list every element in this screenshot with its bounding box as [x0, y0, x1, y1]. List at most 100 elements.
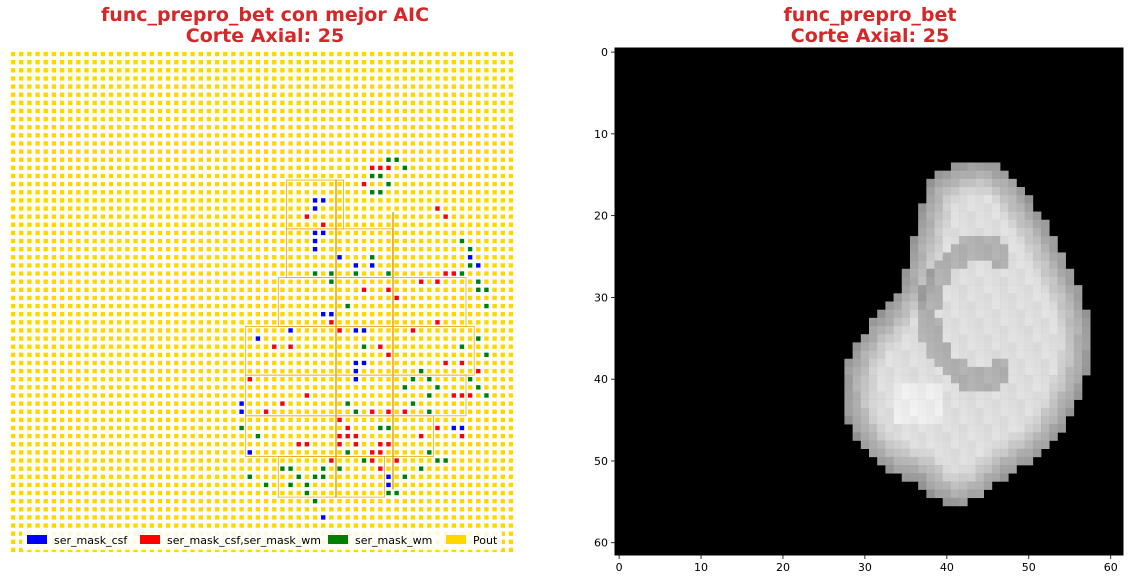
voxel [27, 295, 32, 301]
voxel [508, 547, 514, 553]
voxel [198, 108, 203, 114]
voxel [59, 214, 65, 219]
voxel [378, 311, 383, 317]
voxel [84, 303, 89, 309]
voxel [92, 84, 97, 89]
voxel [304, 368, 310, 374]
voxel [198, 279, 203, 284]
voxel [76, 108, 81, 114]
voxel [321, 368, 326, 374]
voxel [329, 515, 334, 520]
voxel [68, 377, 73, 382]
voxel [100, 442, 106, 447]
voxel [467, 523, 473, 528]
voxel [288, 344, 293, 349]
voxel [353, 507, 359, 512]
voxel [27, 393, 32, 398]
voxel [394, 108, 399, 114]
voxel [427, 433, 432, 439]
voxel [369, 59, 375, 65]
voxel [427, 116, 432, 122]
brain-pixel [918, 407, 927, 417]
voxel [214, 165, 220, 171]
voxel [492, 255, 497, 260]
brain-pixel [1016, 268, 1025, 278]
voxel [353, 328, 359, 333]
voxel [68, 165, 73, 171]
voxel [435, 328, 440, 333]
brain-pixel [852, 375, 862, 384]
voxel [133, 133, 138, 138]
voxel [157, 474, 163, 479]
voxel [427, 76, 432, 81]
voxel [35, 425, 40, 431]
voxel [402, 295, 408, 301]
voxel [459, 311, 465, 317]
brain-pixel [918, 285, 927, 294]
voxel [369, 360, 375, 366]
brain-pixel [1008, 456, 1017, 466]
brain-pixel [926, 481, 935, 490]
voxel [321, 287, 326, 293]
voxel [239, 108, 244, 114]
voxel [304, 328, 310, 333]
voxel [443, 279, 448, 284]
brain-pixel [1049, 268, 1058, 278]
brain-pixel [1041, 268, 1050, 278]
voxel [361, 515, 367, 520]
voxel [402, 311, 408, 317]
voxel [435, 116, 440, 122]
voxel [100, 271, 106, 276]
voxel [157, 222, 163, 227]
voxel [345, 271, 350, 276]
voxel [247, 442, 252, 447]
voxel [467, 157, 473, 162]
voxel [353, 279, 359, 284]
voxel [402, 116, 408, 122]
voxel [312, 157, 318, 162]
voxel [329, 287, 334, 293]
voxel [386, 393, 391, 398]
voxel [214, 190, 220, 195]
voxel [10, 547, 16, 553]
brain-pixel [1049, 252, 1058, 261]
voxel [108, 523, 114, 528]
voxel [149, 222, 155, 227]
voxel [68, 360, 73, 366]
voxel [174, 466, 179, 471]
voxel [427, 263, 432, 268]
voxel [19, 336, 24, 341]
brain-pixel [1057, 276, 1066, 286]
voxel [239, 515, 244, 520]
voxel [459, 206, 465, 211]
voxel [165, 320, 171, 325]
voxel [59, 377, 65, 382]
brain-pixel [959, 456, 968, 466]
voxel [263, 417, 269, 423]
voxel [174, 255, 179, 260]
brain-pixel [1008, 252, 1017, 261]
voxel [329, 133, 334, 138]
voxel [280, 482, 285, 488]
voxel [435, 320, 440, 325]
voxel [190, 279, 195, 284]
voxel [214, 68, 220, 73]
voxel [174, 442, 179, 447]
voxel [394, 149, 399, 154]
voxel [304, 507, 310, 512]
voxel [443, 474, 448, 479]
voxel [451, 68, 456, 73]
voxel [418, 401, 424, 406]
voxel [133, 433, 138, 439]
brain-pixel [893, 326, 903, 335]
voxel [76, 165, 81, 171]
voxel [239, 246, 244, 252]
voxel [394, 279, 399, 284]
voxel [19, 385, 24, 390]
voxel [345, 198, 350, 203]
voxel [182, 263, 187, 268]
voxel [427, 466, 432, 471]
voxel [361, 458, 367, 463]
voxel [157, 466, 163, 471]
voxel [329, 279, 334, 284]
